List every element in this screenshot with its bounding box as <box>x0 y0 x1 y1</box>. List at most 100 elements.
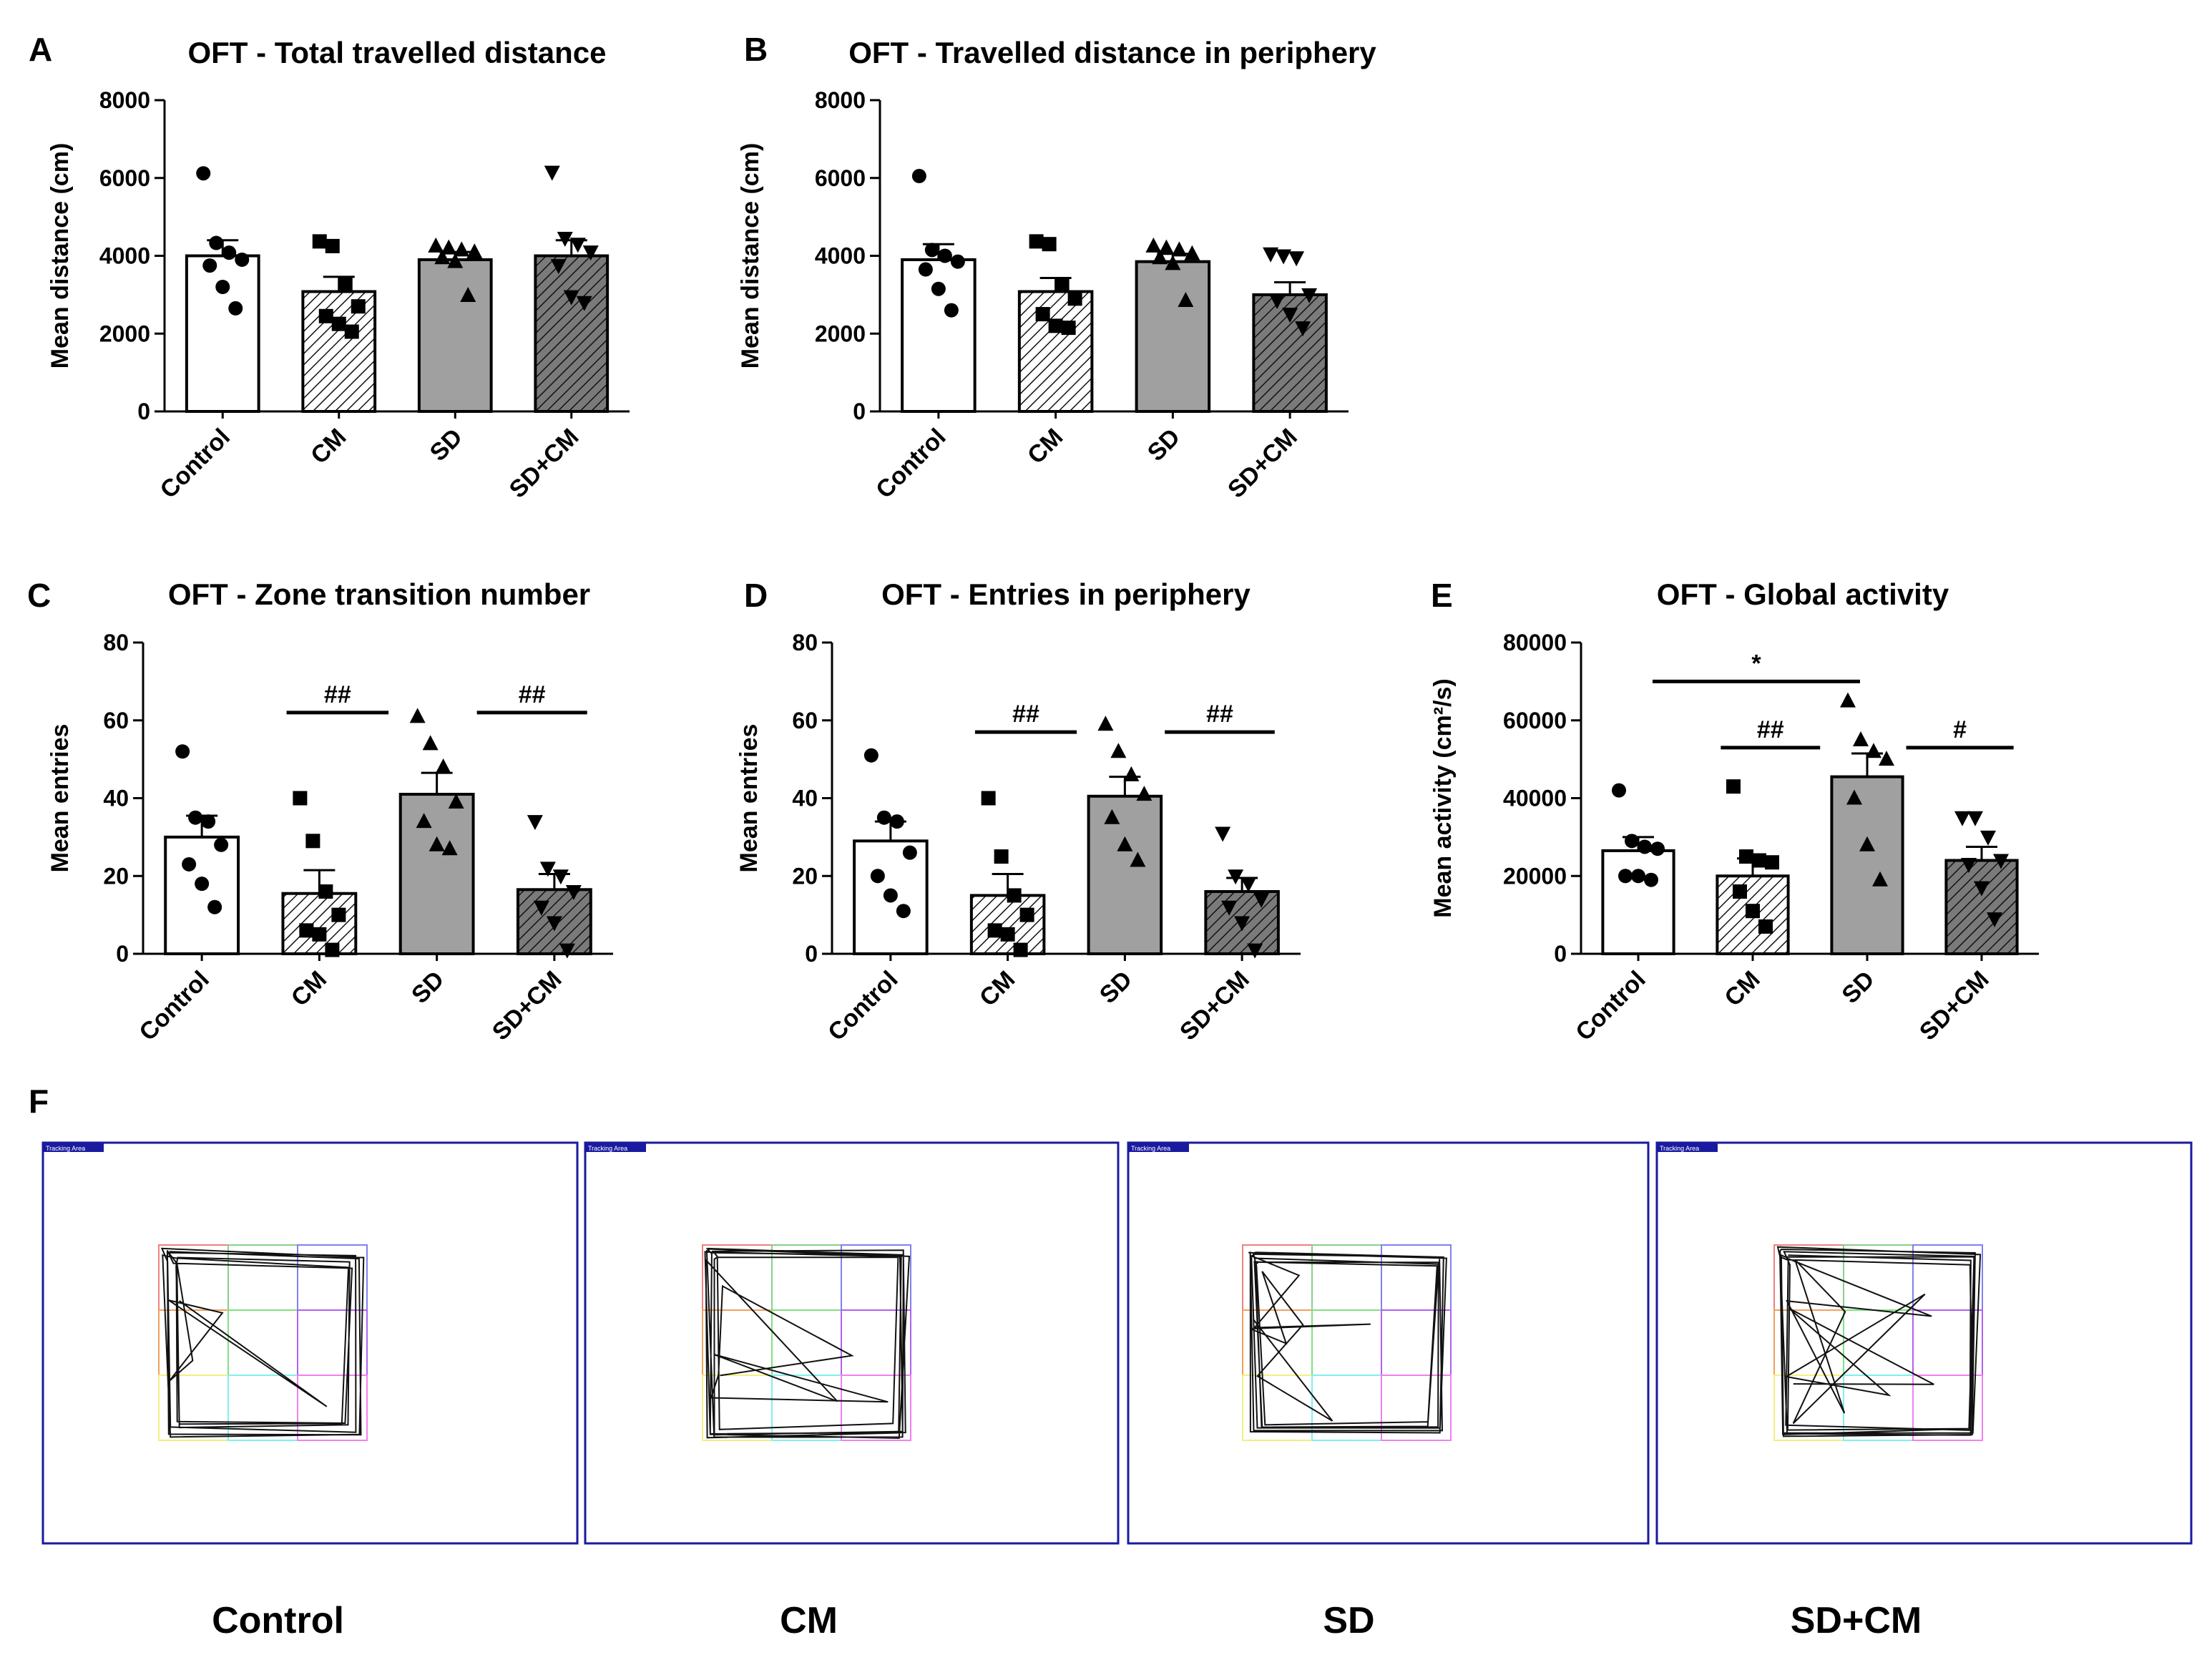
data-point <box>981 791 996 806</box>
arena-label-bg <box>1658 1143 1718 1152</box>
data-point <box>428 237 444 253</box>
data-point <box>429 836 445 851</box>
data-point <box>441 239 457 255</box>
y-tick-label: 8000 <box>99 87 150 113</box>
bar-sd <box>1087 794 1163 955</box>
zone-cell <box>841 1375 911 1441</box>
y-tick-label: 20000 <box>1503 863 1567 889</box>
chart-panel-b: B OFT - Travelled distance in periphery 0 2… <box>737 31 1376 504</box>
chart-panel-e: E OFT - Global activity 0 20000 40000 60000 80… <box>1429 577 2039 1046</box>
bar-cm <box>969 894 1046 955</box>
x-tick-label: SD <box>1142 424 1185 467</box>
data-point <box>1866 743 1881 758</box>
data-point <box>196 166 211 181</box>
data-point <box>944 303 959 318</box>
significance-label: # <box>1953 716 1967 743</box>
chart-panel-a: A OFT - Total travelled distance 0 2000 4000… <box>29 31 630 504</box>
data-point <box>539 861 556 877</box>
y-tick-label: 20 <box>792 863 818 889</box>
data-point <box>1276 249 1292 265</box>
data-point <box>1295 321 1311 337</box>
data-point <box>931 281 946 296</box>
data-point <box>1840 692 1856 708</box>
data-point <box>1961 857 1977 873</box>
y-tick-label: 80 <box>103 630 129 655</box>
bar-sd <box>1830 775 1904 955</box>
data-point <box>1247 943 1263 959</box>
data-point <box>876 810 891 825</box>
data-point <box>331 316 346 331</box>
x-tick-label: SD <box>425 424 468 467</box>
panel-letter: D <box>744 577 768 614</box>
data-point <box>1726 779 1741 794</box>
significance-label: ## <box>1757 716 1784 743</box>
data-point <box>527 815 543 831</box>
chart-title: OFT - Total travelled distance <box>187 36 606 69</box>
data-point <box>565 885 582 900</box>
data-point <box>918 262 933 277</box>
arena-border <box>1127 1141 1650 1545</box>
y-tick-label: 0 <box>805 941 818 967</box>
group-label: SD <box>1323 1600 1374 1641</box>
data-point <box>416 813 432 829</box>
data-point <box>1130 851 1146 867</box>
data-point <box>312 927 327 942</box>
data-point <box>1097 716 1114 731</box>
data-point <box>1301 288 1318 303</box>
data-point <box>1117 836 1133 851</box>
data-point <box>550 259 567 275</box>
data-point <box>338 275 353 291</box>
significance-label: * <box>1751 650 1761 677</box>
y-tick-label: 0 <box>116 941 129 967</box>
y-tick-label: 0 <box>1554 941 1567 967</box>
bar-sd <box>1135 260 1211 413</box>
data-point <box>1612 783 1626 798</box>
arena-label-bg <box>586 1143 646 1152</box>
data-point <box>434 249 451 265</box>
data-point <box>293 791 308 806</box>
arena-border <box>584 1141 1120 1545</box>
arena-label: Tracking Area <box>46 1145 85 1152</box>
animal-trajectory <box>1776 1246 1982 1437</box>
tracking-arena-cm: Tracking Area CM <box>584 1141 1120 1641</box>
x-tick-label: SD <box>1095 966 1137 1009</box>
bar-cm <box>1017 290 1094 413</box>
data-point <box>1048 318 1063 333</box>
animal-trajectory <box>704 1247 911 1440</box>
data-point <box>207 899 222 914</box>
chart-title: OFT - Entries in periphery <box>881 577 1251 611</box>
x-tick-label: CM <box>974 966 1020 1012</box>
data-point <box>195 877 210 892</box>
data-point <box>222 245 237 260</box>
chart-panel-c: C OFT - Zone transition number 0 20 40 60 80 Me… <box>27 577 613 1046</box>
data-point <box>460 286 476 302</box>
tracking-arena-sd-cm: Tracking Area SD+CM <box>1655 1141 2193 1641</box>
x-tick-label: CM <box>1022 424 1068 469</box>
x-tick-label: Control <box>871 424 951 504</box>
data-point <box>1158 239 1175 255</box>
data-point <box>987 923 1002 938</box>
arena-label: Tracking Area <box>1131 1145 1170 1152</box>
y-tick-label: 60 <box>792 708 818 733</box>
zone-cell <box>1381 1375 1452 1441</box>
data-point <box>870 869 885 884</box>
data-point <box>1631 869 1645 884</box>
data-point <box>1221 900 1238 916</box>
y-tick-label: 20 <box>103 863 129 889</box>
y-axis-label: Mean entries <box>47 724 74 873</box>
arena-border <box>41 1141 579 1545</box>
data-point <box>1019 907 1034 922</box>
y-tick-label: 4000 <box>815 243 866 269</box>
bar-sd <box>398 793 475 955</box>
data-point <box>902 845 917 860</box>
group-label: CM <box>780 1600 838 1641</box>
data-point <box>441 840 458 856</box>
data-point <box>911 169 926 184</box>
y-tick-label: 80000 <box>1503 630 1567 655</box>
animal-trajectory <box>160 1247 365 1438</box>
x-tick-label: SD+CM <box>1175 966 1255 1046</box>
bar-sd-cm <box>534 254 610 413</box>
y-tick-label: 40000 <box>1503 786 1567 811</box>
data-point <box>1872 871 1888 887</box>
